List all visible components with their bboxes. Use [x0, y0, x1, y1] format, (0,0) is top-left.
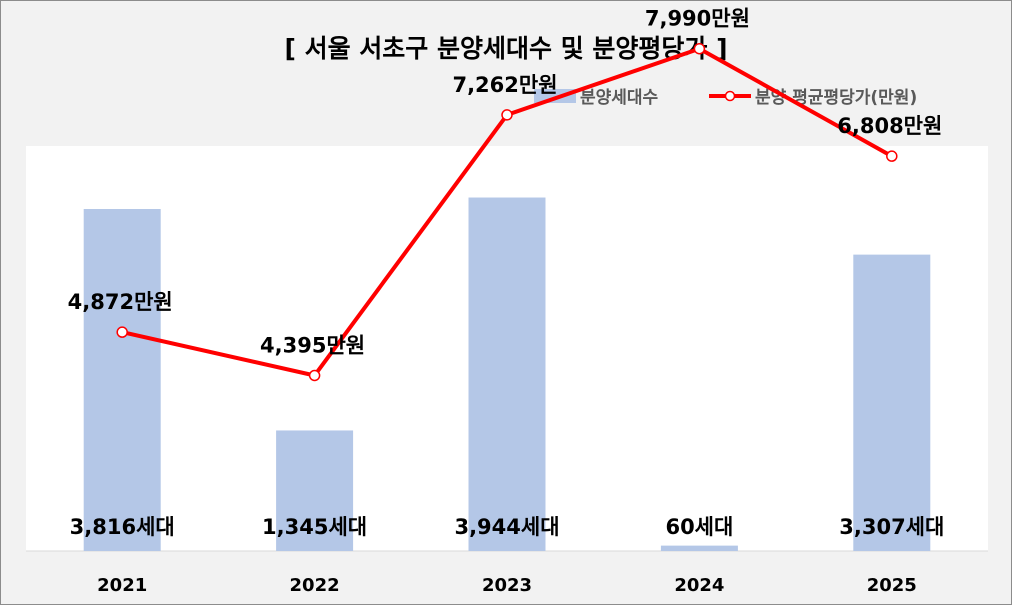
price-label-2023: 7,262만원: [452, 73, 557, 97]
price-point-2024: [693, 42, 706, 55]
bar-label-2022: 1,345세대: [262, 515, 367, 539]
bar-label-2021: 3,816세대: [70, 515, 175, 539]
bar-2023: [468, 197, 546, 551]
legend-item-households: 분양세대수: [534, 83, 658, 108]
bar-label-2024: 60세대: [665, 515, 733, 539]
chart-title: [ 서울 서초구 분양세대수 및 분양평당가 ]: [284, 34, 728, 63]
x-tick-2024: 2024: [674, 575, 724, 596]
legend-label-households: 분양세대수: [580, 88, 659, 108]
price-point-2021: [116, 326, 128, 338]
price-label-2024: 7,990만원: [645, 7, 750, 31]
bar-2022: [276, 430, 354, 551]
x-tick-2025: 2025: [867, 575, 917, 596]
bar-label-2023: 3,944세대: [454, 515, 559, 539]
x-tick-2021: 2021: [97, 575, 147, 596]
bar-2024: [660, 545, 738, 551]
bar-2025: [853, 254, 931, 551]
x-tick-2022: 2022: [290, 575, 340, 596]
price-point-2023: [501, 109, 513, 121]
x-tick-2023: 2023: [482, 575, 532, 596]
price-point-2022: [308, 369, 321, 382]
legend-swatch-price: [709, 90, 751, 101]
bar-label-2025: 3,307세대: [839, 515, 944, 539]
legend-swatch-households: [534, 88, 576, 103]
price-label-2021: 4,872만원: [68, 290, 173, 314]
price-label-2022: 4,395만원: [260, 333, 365, 357]
price-point-2025: [886, 150, 898, 162]
bar-2021: [83, 209, 161, 551]
price-label-2025: 6,808만원: [837, 114, 942, 138]
